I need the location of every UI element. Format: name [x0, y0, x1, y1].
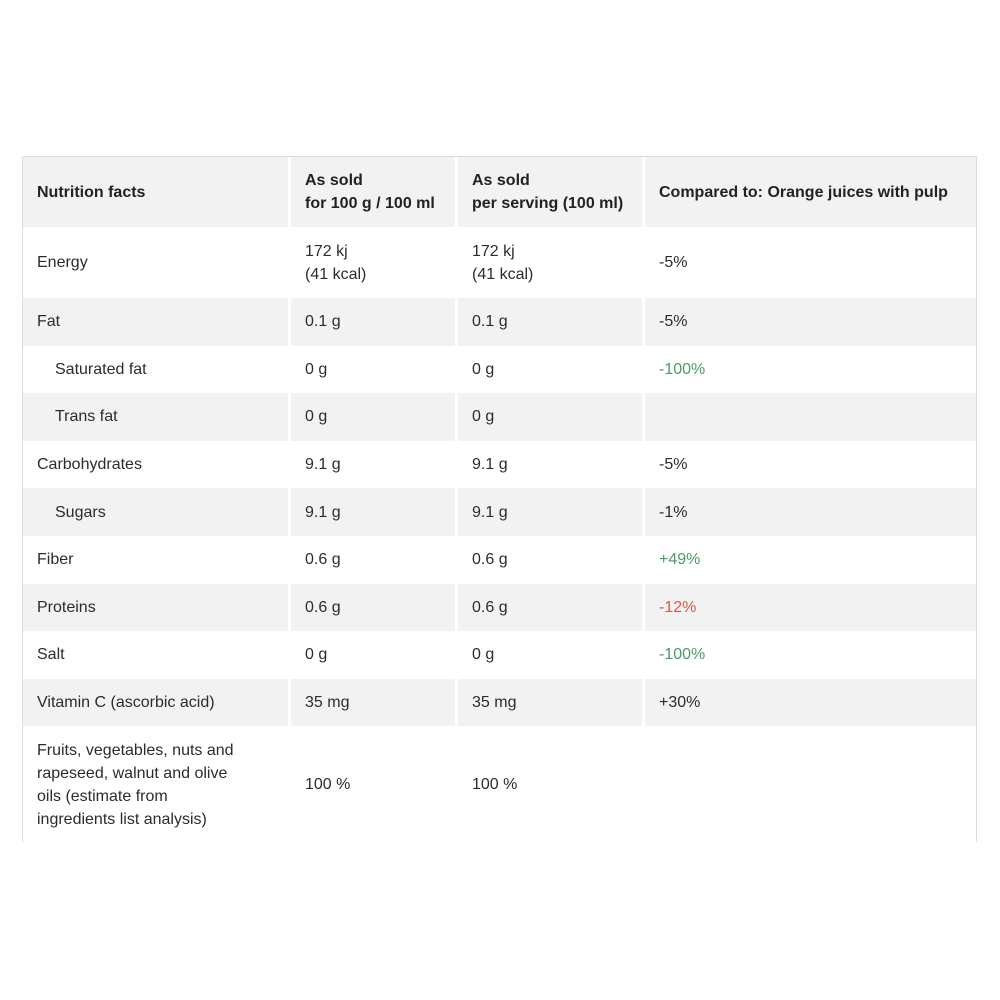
row-label: Salt [23, 631, 291, 679]
table-row-carbohydrates: Carbohydrates 9.1 g 9.1 g -5% [23, 440, 976, 489]
row-label: Fat [23, 298, 291, 346]
header-as-sold-per-100-line2: for 100 g / 100 ml [305, 195, 435, 212]
table-row-fat: Fat 0.1 g 0.1 g -5% [23, 298, 976, 346]
row-serving: 9.1 g [458, 488, 645, 536]
row-label-line4: ingredients list analysis) [37, 810, 207, 828]
row-per100: 9.1 g [291, 488, 458, 536]
row-per100: 172 kj (41 kcal) [291, 227, 458, 298]
row-serving: 9.1 g [458, 440, 645, 489]
table-row-proteins: Proteins 0.6 g 0.6 g -12% [23, 583, 976, 632]
row-compare: +49% [645, 535, 976, 584]
header-as-sold-per-100: As sold for 100 g / 100 ml [291, 157, 458, 227]
row-serving: 172 kj (41 kcal) [458, 227, 645, 298]
row-per100-kcal: (41 kcal) [305, 265, 367, 283]
row-serving: 0 g [458, 393, 645, 441]
row-per100: 0.6 g [291, 535, 458, 584]
row-per100: 100 % [291, 726, 458, 844]
row-serving-kj: 172 kj [472, 242, 515, 260]
row-compare: -100% [645, 345, 976, 394]
table-row-vitamin-c: Vitamin C (ascorbic acid) 35 mg 35 mg +3… [23, 678, 976, 727]
row-label-line2: rapeseed, walnut and olive [37, 764, 228, 782]
row-label: Trans fat [23, 393, 291, 441]
row-per100-kj: 172 kj [305, 242, 348, 260]
row-per100: 0 g [291, 631, 458, 679]
row-compare: -5% [645, 440, 976, 489]
row-compare: +30% [645, 678, 976, 727]
row-per100: 0 g [291, 393, 458, 441]
row-serving: 35 mg [458, 678, 645, 727]
table-row-salt: Salt 0 g 0 g -100% [23, 631, 976, 679]
table-row-saturated-fat: Saturated fat 0 g 0 g -100% [23, 345, 976, 394]
row-serving: 0 g [458, 345, 645, 394]
table-row-fruits-vegetables: Fruits, vegetables, nuts and rapeseed, w… [23, 726, 976, 844]
row-serving: 0.1 g [458, 298, 645, 346]
row-per100: 0.6 g [291, 583, 458, 632]
table-row-energy: Energy 172 kj (41 kcal) 172 kj (41 kcal)… [23, 227, 976, 298]
row-label: Saturated fat [23, 345, 291, 394]
header-compared-to: Compared to: Orange juices with pulp [645, 157, 976, 227]
table-row-trans-fat: Trans fat 0 g 0 g [23, 393, 976, 441]
header-nutrition-facts: Nutrition facts [23, 157, 291, 227]
row-label: Fruits, vegetables, nuts and rapeseed, w… [23, 726, 291, 844]
table-header-row: Nutrition facts As sold for 100 g / 100 … [23, 157, 976, 227]
header-as-sold-per-serving-line2: per serving (100 ml) [472, 195, 624, 212]
row-serving: 0.6 g [458, 535, 645, 584]
row-compare: -12% [645, 583, 976, 632]
row-label: Carbohydrates [23, 440, 291, 489]
row-label: Proteins [23, 583, 291, 632]
nutrition-facts-table: Nutrition facts As sold for 100 g / 100 … [23, 157, 976, 844]
header-as-sold-per-100-line1: As sold [305, 172, 363, 189]
header-as-sold-per-serving-line1: As sold [472, 172, 530, 189]
row-per100: 35 mg [291, 678, 458, 727]
row-serving: 100 % [458, 726, 645, 844]
row-serving: 0.6 g [458, 583, 645, 632]
table-row-fiber: Fiber 0.6 g 0.6 g +49% [23, 535, 976, 584]
row-compare: -1% [645, 488, 976, 536]
row-label: Vitamin C (ascorbic acid) [23, 678, 291, 727]
row-compare [645, 726, 976, 844]
row-per100: 0 g [291, 345, 458, 394]
row-compare: -5% [645, 298, 976, 346]
row-serving-kcal: (41 kcal) [472, 265, 534, 283]
row-per100: 9.1 g [291, 440, 458, 489]
row-compare: -5% [645, 227, 976, 298]
row-per100: 0.1 g [291, 298, 458, 346]
row-label: Sugars [23, 488, 291, 536]
nutrition-table-container: Nutrition facts As sold for 100 g / 100 … [22, 156, 977, 844]
row-label: Fiber [23, 535, 291, 584]
row-label-line1: Fruits, vegetables, nuts and [37, 741, 234, 759]
row-compare: -100% [645, 631, 976, 679]
header-as-sold-per-serving: As sold per serving (100 ml) [458, 157, 645, 227]
row-compare [645, 393, 976, 441]
row-label: Energy [23, 227, 291, 298]
table-row-sugars: Sugars 9.1 g 9.1 g -1% [23, 488, 976, 536]
row-label-line3: oils (estimate from [37, 787, 168, 805]
row-serving: 0 g [458, 631, 645, 679]
